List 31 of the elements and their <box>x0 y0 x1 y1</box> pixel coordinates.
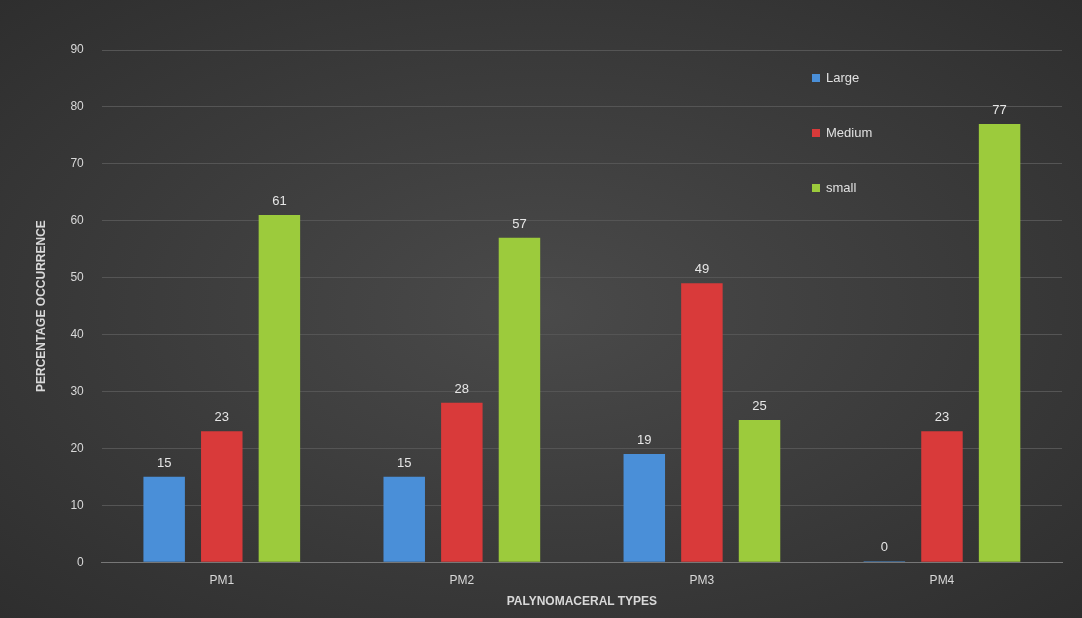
y-tick-label: 80 <box>70 99 85 114</box>
y-tick-label: 60 <box>70 213 85 228</box>
data-label: 61 <box>272 193 287 209</box>
data-label: 19 <box>637 432 652 448</box>
data-label: 25 <box>752 398 767 413</box>
y-tick-label: 40 <box>70 326 85 341</box>
x-tick-label: PM4 <box>929 572 955 587</box>
data-label: 28 <box>454 380 470 396</box>
data-label: 77 <box>992 102 1007 118</box>
y-tick-label: 30 <box>70 383 85 398</box>
data-label: 15 <box>156 454 172 470</box>
data-label: 23 <box>214 409 230 425</box>
y-tick-label: 50 <box>70 269 85 284</box>
data-label: 15 <box>396 454 412 470</box>
x-tick-label: PM1 <box>209 572 235 587</box>
x-tick-label: PM3 <box>689 572 715 587</box>
data-label: 0 <box>880 539 888 555</box>
x-axis-title: PALYNOMACERAL TYPES <box>506 594 658 609</box>
y-tick-label: 70 <box>70 156 85 171</box>
data-label: 57 <box>512 215 527 231</box>
data-label: 23 <box>934 409 950 425</box>
legend-label: Medium <box>826 125 873 140</box>
y-tick-label: 90 <box>70 42 85 57</box>
legend-label: Large <box>826 70 860 85</box>
legend-label: small <box>826 180 857 195</box>
data-label: 49 <box>694 261 710 277</box>
y-tick-label: 0 <box>77 554 85 569</box>
y-tick-label: 10 <box>70 497 85 512</box>
y-axis-title: PERCENTAGE OCCURRENCE <box>33 220 48 392</box>
y-tick-label: 20 <box>70 440 85 455</box>
x-tick-label: PM2 <box>449 572 475 587</box>
